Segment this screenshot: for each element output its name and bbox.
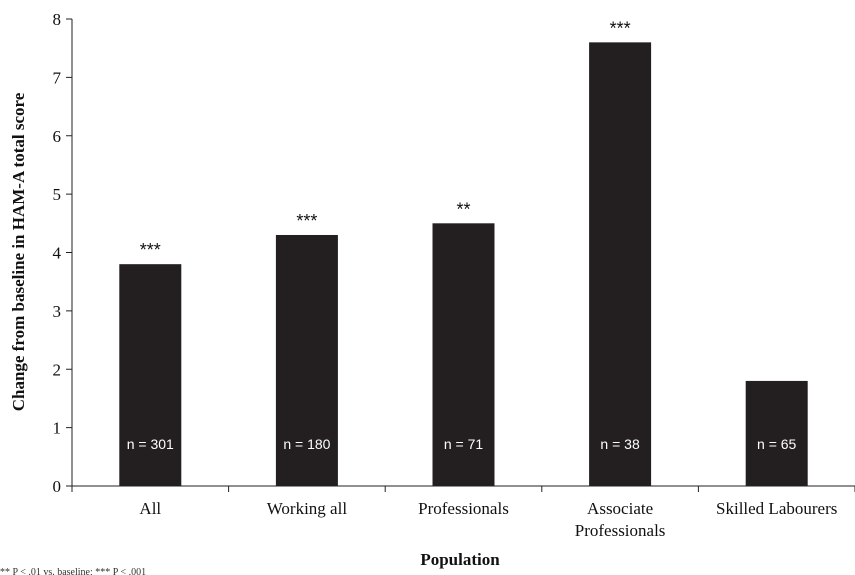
y-tick-label: 3 — [53, 302, 62, 321]
bar — [275, 234, 338, 486]
x-tick-label-line: Professionals — [575, 521, 666, 540]
significance-label: *** — [140, 240, 161, 260]
bar — [432, 223, 495, 486]
x-tick-label-line: Working all — [267, 499, 348, 518]
y-tick-label: 0 — [53, 477, 62, 496]
sample-size-label: n = 38 — [600, 436, 640, 452]
significance-label: ** — [456, 199, 470, 219]
bar — [119, 264, 182, 486]
bar — [589, 42, 652, 486]
y-tick-label: 1 — [53, 419, 62, 438]
y-tick-label: 8 — [53, 10, 62, 29]
sample-size-label: n = 71 — [444, 436, 484, 452]
y-axis-title: Change from baseline in HAM-A total scor… — [9, 92, 28, 411]
y-tick-label: 6 — [53, 127, 62, 146]
y-tick-label: 5 — [53, 185, 62, 204]
x-axis: All Working all Professionals Associate Prof… — [71, 485, 855, 540]
x-tick-label: Professionals — [418, 499, 509, 518]
x-tick-label-line: Associate — [587, 499, 653, 518]
x-tick-label: All — [139, 499, 161, 518]
x-tick-label: Working all — [267, 499, 348, 518]
footnote: ** P < .01 vs. baseline; *** P < .001 — [0, 567, 146, 575]
bars-group: *** n = 301 *** n = 180 ** n = 71 *** n = 38 n =… — [119, 18, 808, 486]
y-axis: 0 1 2 3 4 5 6 7 8 — [53, 10, 73, 496]
x-tick-label-line: All — [139, 499, 161, 518]
sample-size-label: n = 180 — [283, 436, 330, 452]
y-tick-label: 4 — [53, 244, 62, 263]
sample-size-label: n = 65 — [757, 436, 797, 452]
y-tick-label: 2 — [53, 360, 62, 379]
significance-label: *** — [610, 18, 631, 38]
x-tick-label: Skilled Labourers — [716, 499, 837, 518]
x-tick-label: Associate Professionals — [575, 499, 666, 540]
y-tick-label: 7 — [53, 68, 62, 87]
bar — [745, 380, 808, 486]
x-tick-label-line: Professionals — [418, 499, 509, 518]
significance-label: *** — [296, 211, 317, 231]
x-tick-label-line: Skilled Labourers — [716, 499, 837, 518]
sample-size-label: n = 301 — [127, 436, 174, 452]
x-axis-title: Population — [420, 550, 500, 569]
